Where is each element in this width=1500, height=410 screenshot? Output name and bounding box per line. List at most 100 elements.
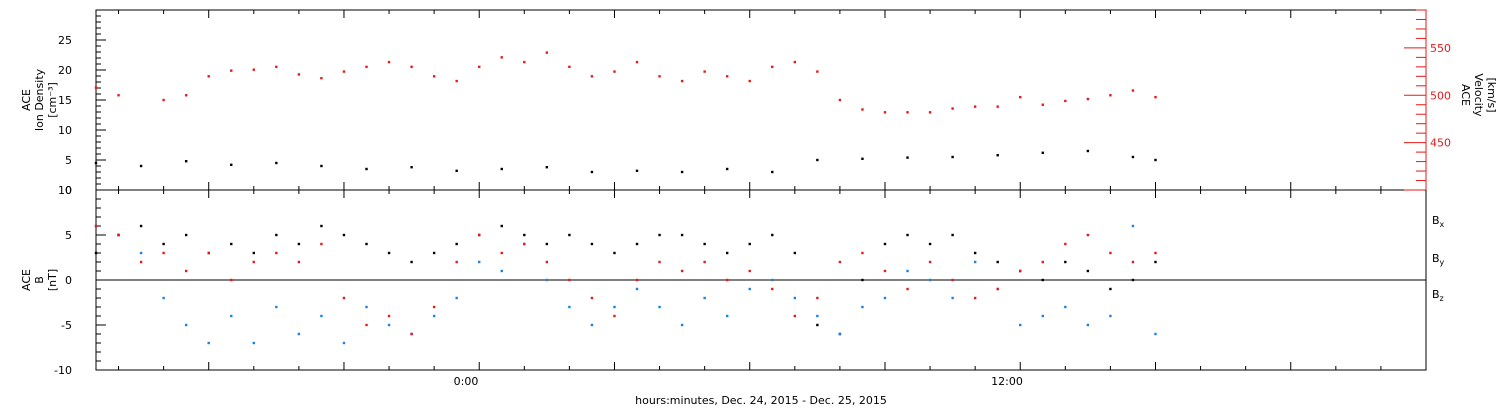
density-y-tick-label: 0 [65, 184, 72, 197]
bx-point [252, 251, 255, 255]
bx-point [996, 260, 999, 264]
velocity-point [996, 105, 999, 108]
bx-point [1154, 260, 1157, 264]
bx-point [94, 251, 98, 255]
bx-point [162, 242, 165, 246]
bx-point [432, 251, 436, 255]
by-point [207, 341, 210, 345]
bz-point [545, 260, 549, 264]
density-point [1154, 158, 1157, 162]
bx-point [410, 260, 413, 264]
by-point [432, 314, 436, 318]
by-point [478, 260, 481, 264]
bz-point [906, 287, 909, 291]
legend-bz: Bz [1432, 288, 1444, 303]
bx-point [590, 242, 594, 246]
velocity-point [297, 73, 301, 76]
legend-by: By [1432, 252, 1445, 267]
by-point [252, 341, 255, 345]
bx-point [658, 233, 661, 237]
density-point [635, 169, 639, 172]
by-point [793, 296, 797, 300]
density-point [230, 163, 233, 166]
by-point [1041, 314, 1044, 318]
bz-point [590, 296, 594, 300]
bz-point [680, 269, 684, 273]
velocity-point [342, 70, 346, 73]
b-y-tick-label: 0 [65, 274, 72, 287]
density-point [545, 166, 549, 169]
bx-point [973, 251, 977, 255]
velocity-point [635, 60, 639, 64]
bx-point [771, 233, 774, 237]
bz-point [973, 296, 977, 300]
bz-point [568, 278, 571, 282]
bz-point [816, 296, 819, 300]
density-y-tick-label: 20 [58, 64, 72, 77]
velocity-point [162, 98, 165, 102]
bx-point [1109, 287, 1112, 291]
velocity-point [680, 79, 684, 83]
by-point [342, 341, 346, 345]
by-point [725, 314, 729, 318]
velocity-point [1064, 99, 1067, 103]
by-point [230, 314, 233, 318]
bz-point [455, 260, 458, 264]
velocity-point [973, 105, 977, 108]
top-panel-frame [95, 9, 1427, 191]
velocity-y-tick-label: 500 [1430, 89, 1451, 102]
by-point [455, 296, 458, 300]
by-point [635, 287, 639, 291]
by-point [162, 296, 165, 300]
velocity-point [1086, 97, 1090, 101]
bx-point [230, 242, 233, 246]
bz-point [1041, 260, 1044, 264]
density-y-tick-label: 5 [65, 154, 72, 167]
by-point [816, 314, 819, 318]
velocity-point [1019, 95, 1022, 99]
bx-point [861, 278, 864, 282]
density-point [771, 170, 774, 174]
by-point [320, 314, 323, 318]
by-point [387, 323, 391, 327]
bx-point [139, 224, 143, 228]
bx-point [680, 233, 684, 237]
velocity-point [252, 68, 255, 71]
density-point [816, 158, 819, 162]
bx-point [951, 233, 954, 237]
bx-point [748, 242, 751, 246]
density-point [94, 161, 98, 165]
bx-point [793, 251, 797, 255]
density-point [951, 155, 954, 159]
density-point [410, 166, 413, 169]
b-y-tick-label: 5 [65, 229, 72, 242]
density-point [680, 170, 684, 174]
velocity-point [1154, 95, 1157, 99]
density-point [500, 167, 503, 171]
bx-point [297, 242, 301, 246]
by-point [184, 323, 188, 327]
density-point [906, 156, 909, 159]
bottom-panel-points [94, 224, 1157, 345]
b-ylabel-line-3: [nT] [46, 269, 59, 291]
bx-point [883, 242, 887, 246]
xtick-label-1: 12:00 [991, 375, 1023, 388]
velocity-point [816, 70, 819, 73]
density-point [1041, 151, 1044, 154]
by-point [748, 287, 751, 291]
bx-point [568, 233, 571, 237]
bx-point [500, 224, 503, 228]
bz-point [1131, 260, 1135, 264]
by-point [838, 332, 842, 336]
by-point [613, 305, 616, 309]
top-panel-ticks: 0 5 10 15 20 25 450 500 550 [58, 9, 1451, 197]
bx-point [1041, 278, 1044, 282]
bz-point [1154, 251, 1157, 255]
bx-point [387, 251, 391, 255]
velocity-point [184, 94, 188, 97]
bx-point [184, 233, 188, 237]
velocity-point [500, 56, 503, 59]
velocity-point [320, 77, 323, 80]
bx-point [365, 242, 368, 246]
bz-point [703, 260, 706, 264]
